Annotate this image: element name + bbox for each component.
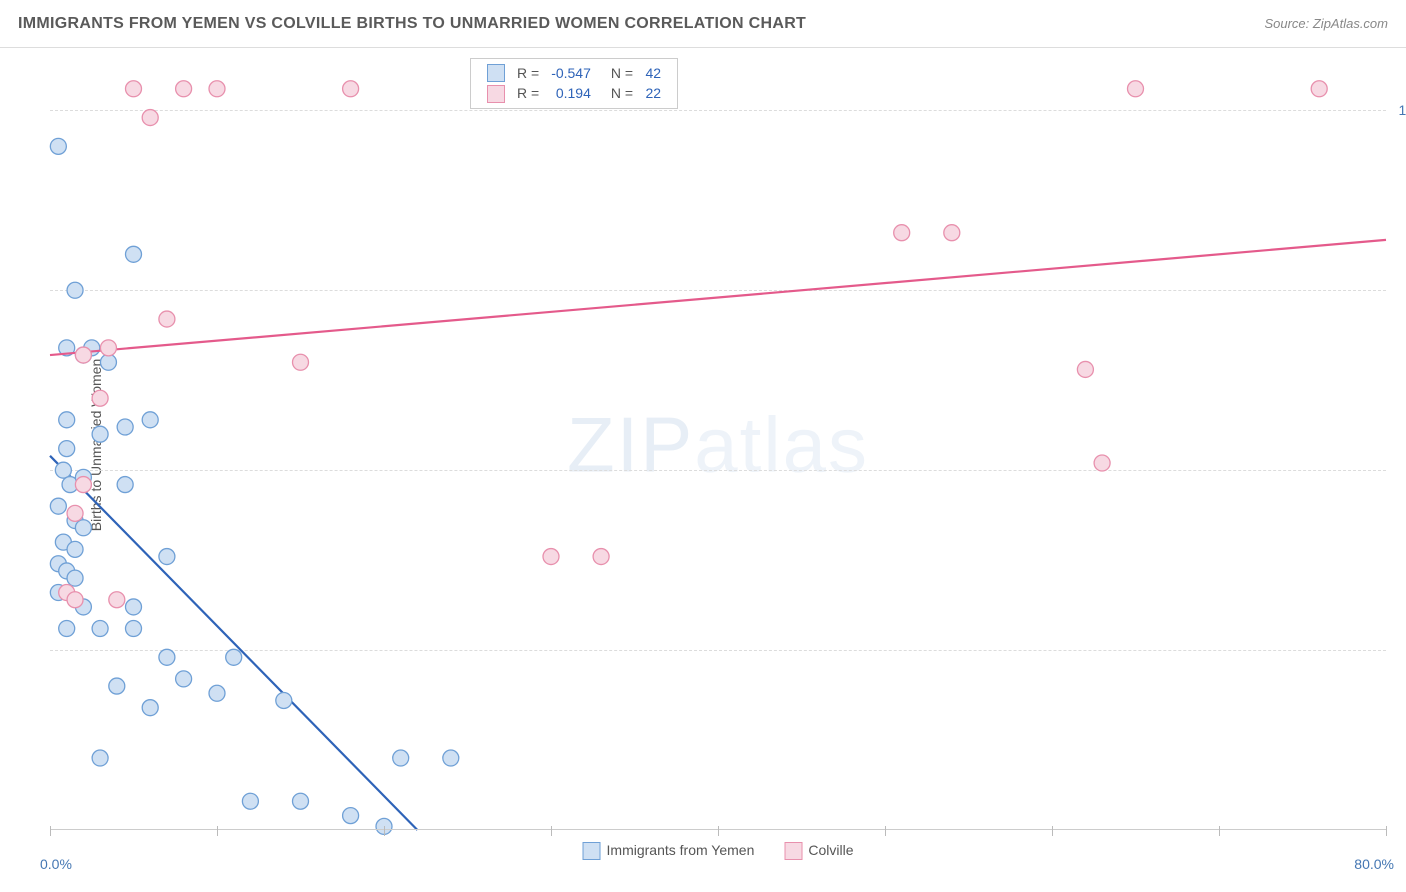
data-point-yemen bbox=[67, 282, 83, 298]
legend-swatch-colville bbox=[487, 85, 505, 103]
data-point-yemen bbox=[159, 549, 175, 565]
legend-item-colville: Colville bbox=[784, 842, 853, 860]
data-point-yemen bbox=[92, 621, 108, 637]
y-tick-label: 100.0% bbox=[1399, 102, 1406, 118]
data-point-yemen bbox=[117, 477, 133, 493]
legend-swatch-colville bbox=[784, 842, 802, 860]
x-max-label: 80.0% bbox=[1354, 856, 1394, 872]
data-point-colville bbox=[159, 311, 175, 327]
source-name: ZipAtlas.com bbox=[1313, 16, 1388, 31]
data-point-yemen bbox=[50, 138, 66, 154]
x-tick bbox=[50, 826, 51, 836]
data-point-yemen bbox=[100, 354, 116, 370]
data-point-colville bbox=[1128, 81, 1144, 97]
x-origin-label: 0.0% bbox=[40, 856, 72, 872]
chart-header: IMMIGRANTS FROM YEMEN VS COLVILLE BIRTHS… bbox=[0, 0, 1406, 48]
data-point-colville bbox=[944, 225, 960, 241]
data-point-yemen bbox=[67, 570, 83, 586]
legend-swatch-yemen bbox=[487, 64, 505, 82]
data-point-yemen bbox=[343, 808, 359, 824]
data-point-yemen bbox=[443, 750, 459, 766]
data-point-yemen bbox=[209, 685, 225, 701]
data-point-yemen bbox=[126, 246, 142, 262]
data-point-yemen bbox=[276, 692, 292, 708]
data-point-yemen bbox=[226, 649, 242, 665]
data-point-yemen bbox=[142, 412, 158, 428]
source-prefix: Source: bbox=[1264, 16, 1312, 31]
correlation-legend: R =-0.547N =42R =0.194N =22 bbox=[470, 58, 678, 109]
data-point-colville bbox=[343, 81, 359, 97]
x-tick bbox=[1386, 826, 1387, 836]
data-point-yemen bbox=[142, 700, 158, 716]
data-point-colville bbox=[1094, 455, 1110, 471]
x-tick bbox=[1052, 826, 1053, 836]
data-point-colville bbox=[209, 81, 225, 97]
data-point-yemen bbox=[126, 621, 142, 637]
data-point-yemen bbox=[92, 426, 108, 442]
scatter-chart bbox=[50, 60, 1386, 830]
x-tick bbox=[885, 826, 886, 836]
trend-line-yemen bbox=[50, 456, 417, 830]
data-point-yemen bbox=[293, 793, 309, 809]
data-point-colville bbox=[894, 225, 910, 241]
data-point-yemen bbox=[67, 541, 83, 557]
data-point-colville bbox=[109, 592, 125, 608]
source-attribution: Source: ZipAtlas.com bbox=[1264, 16, 1388, 31]
x-tick bbox=[1219, 826, 1220, 836]
data-point-yemen bbox=[176, 671, 192, 687]
data-point-colville bbox=[126, 81, 142, 97]
data-point-yemen bbox=[50, 498, 66, 514]
data-point-colville bbox=[75, 347, 91, 363]
data-point-yemen bbox=[55, 462, 71, 478]
legend-item-yemen: Immigrants from Yemen bbox=[583, 842, 755, 860]
data-point-colville bbox=[100, 340, 116, 356]
data-point-yemen bbox=[75, 520, 91, 536]
x-tick bbox=[551, 826, 552, 836]
trend-line-colville bbox=[50, 240, 1386, 355]
data-point-yemen bbox=[117, 419, 133, 435]
chart-title: IMMIGRANTS FROM YEMEN VS COLVILLE BIRTHS… bbox=[18, 15, 806, 33]
data-point-yemen bbox=[159, 649, 175, 665]
data-point-yemen bbox=[126, 599, 142, 615]
series-legend: Immigrants from Yemen Colville bbox=[583, 842, 854, 860]
data-point-yemen bbox=[59, 412, 75, 428]
legend-label-yemen: Immigrants from Yemen bbox=[607, 842, 755, 858]
data-point-colville bbox=[142, 110, 158, 126]
data-point-colville bbox=[67, 505, 83, 521]
legend-row-yemen: R =-0.547N =42 bbox=[481, 63, 667, 83]
data-point-yemen bbox=[109, 678, 125, 694]
data-point-colville bbox=[92, 390, 108, 406]
data-point-colville bbox=[543, 549, 559, 565]
data-point-yemen bbox=[59, 441, 75, 457]
data-point-yemen bbox=[59, 621, 75, 637]
data-point-colville bbox=[176, 81, 192, 97]
legend-row-colville: R =0.194N =22 bbox=[481, 83, 667, 103]
plot-area: ZIPatlas Births to Unmarried Women 25.0%… bbox=[50, 60, 1386, 830]
data-point-colville bbox=[1077, 361, 1093, 377]
data-point-colville bbox=[593, 549, 609, 565]
legend-swatch-yemen bbox=[583, 842, 601, 860]
data-point-colville bbox=[67, 592, 83, 608]
x-tick bbox=[217, 826, 218, 836]
data-point-colville bbox=[75, 477, 91, 493]
correlation-table: R =-0.547N =42R =0.194N =22 bbox=[481, 63, 667, 104]
data-point-colville bbox=[293, 354, 309, 370]
x-tick bbox=[718, 826, 719, 836]
legend-label-colville: Colville bbox=[808, 842, 853, 858]
data-point-yemen bbox=[92, 750, 108, 766]
data-point-colville bbox=[1311, 81, 1327, 97]
data-point-yemen bbox=[393, 750, 409, 766]
data-point-yemen bbox=[242, 793, 258, 809]
x-tick bbox=[384, 826, 385, 836]
